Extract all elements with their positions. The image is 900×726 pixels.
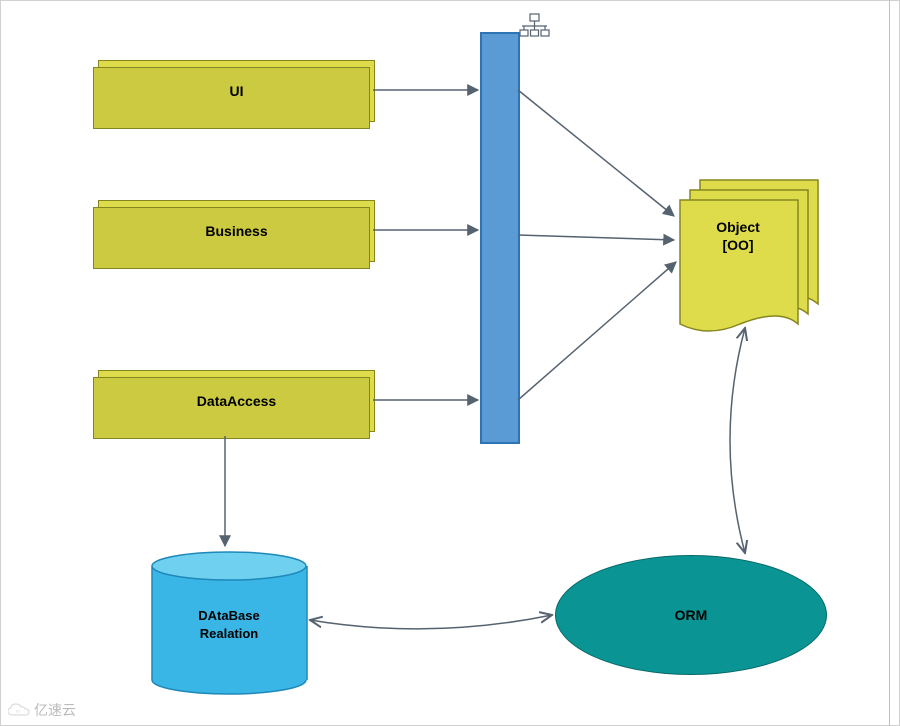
orm-label: ORM — [675, 607, 708, 623]
watermark-text: 亿速云 — [34, 700, 76, 720]
layer-dataaccess-label: DataAccess — [197, 393, 276, 409]
watermark: ∞ 亿速云 — [8, 700, 76, 720]
orm-ellipse: ORM — [555, 555, 827, 675]
layer-ui: UI — [98, 60, 375, 122]
pillar-bar — [480, 32, 520, 444]
layer-business-label: Business — [205, 223, 267, 239]
svg-text:∞: ∞ — [16, 709, 20, 715]
layer-business: Business — [98, 200, 375, 262]
layer-dataaccess: DataAccess — [98, 370, 375, 432]
layer-ui-label: UI — [230, 83, 244, 99]
inner-right-border — [889, 0, 890, 726]
